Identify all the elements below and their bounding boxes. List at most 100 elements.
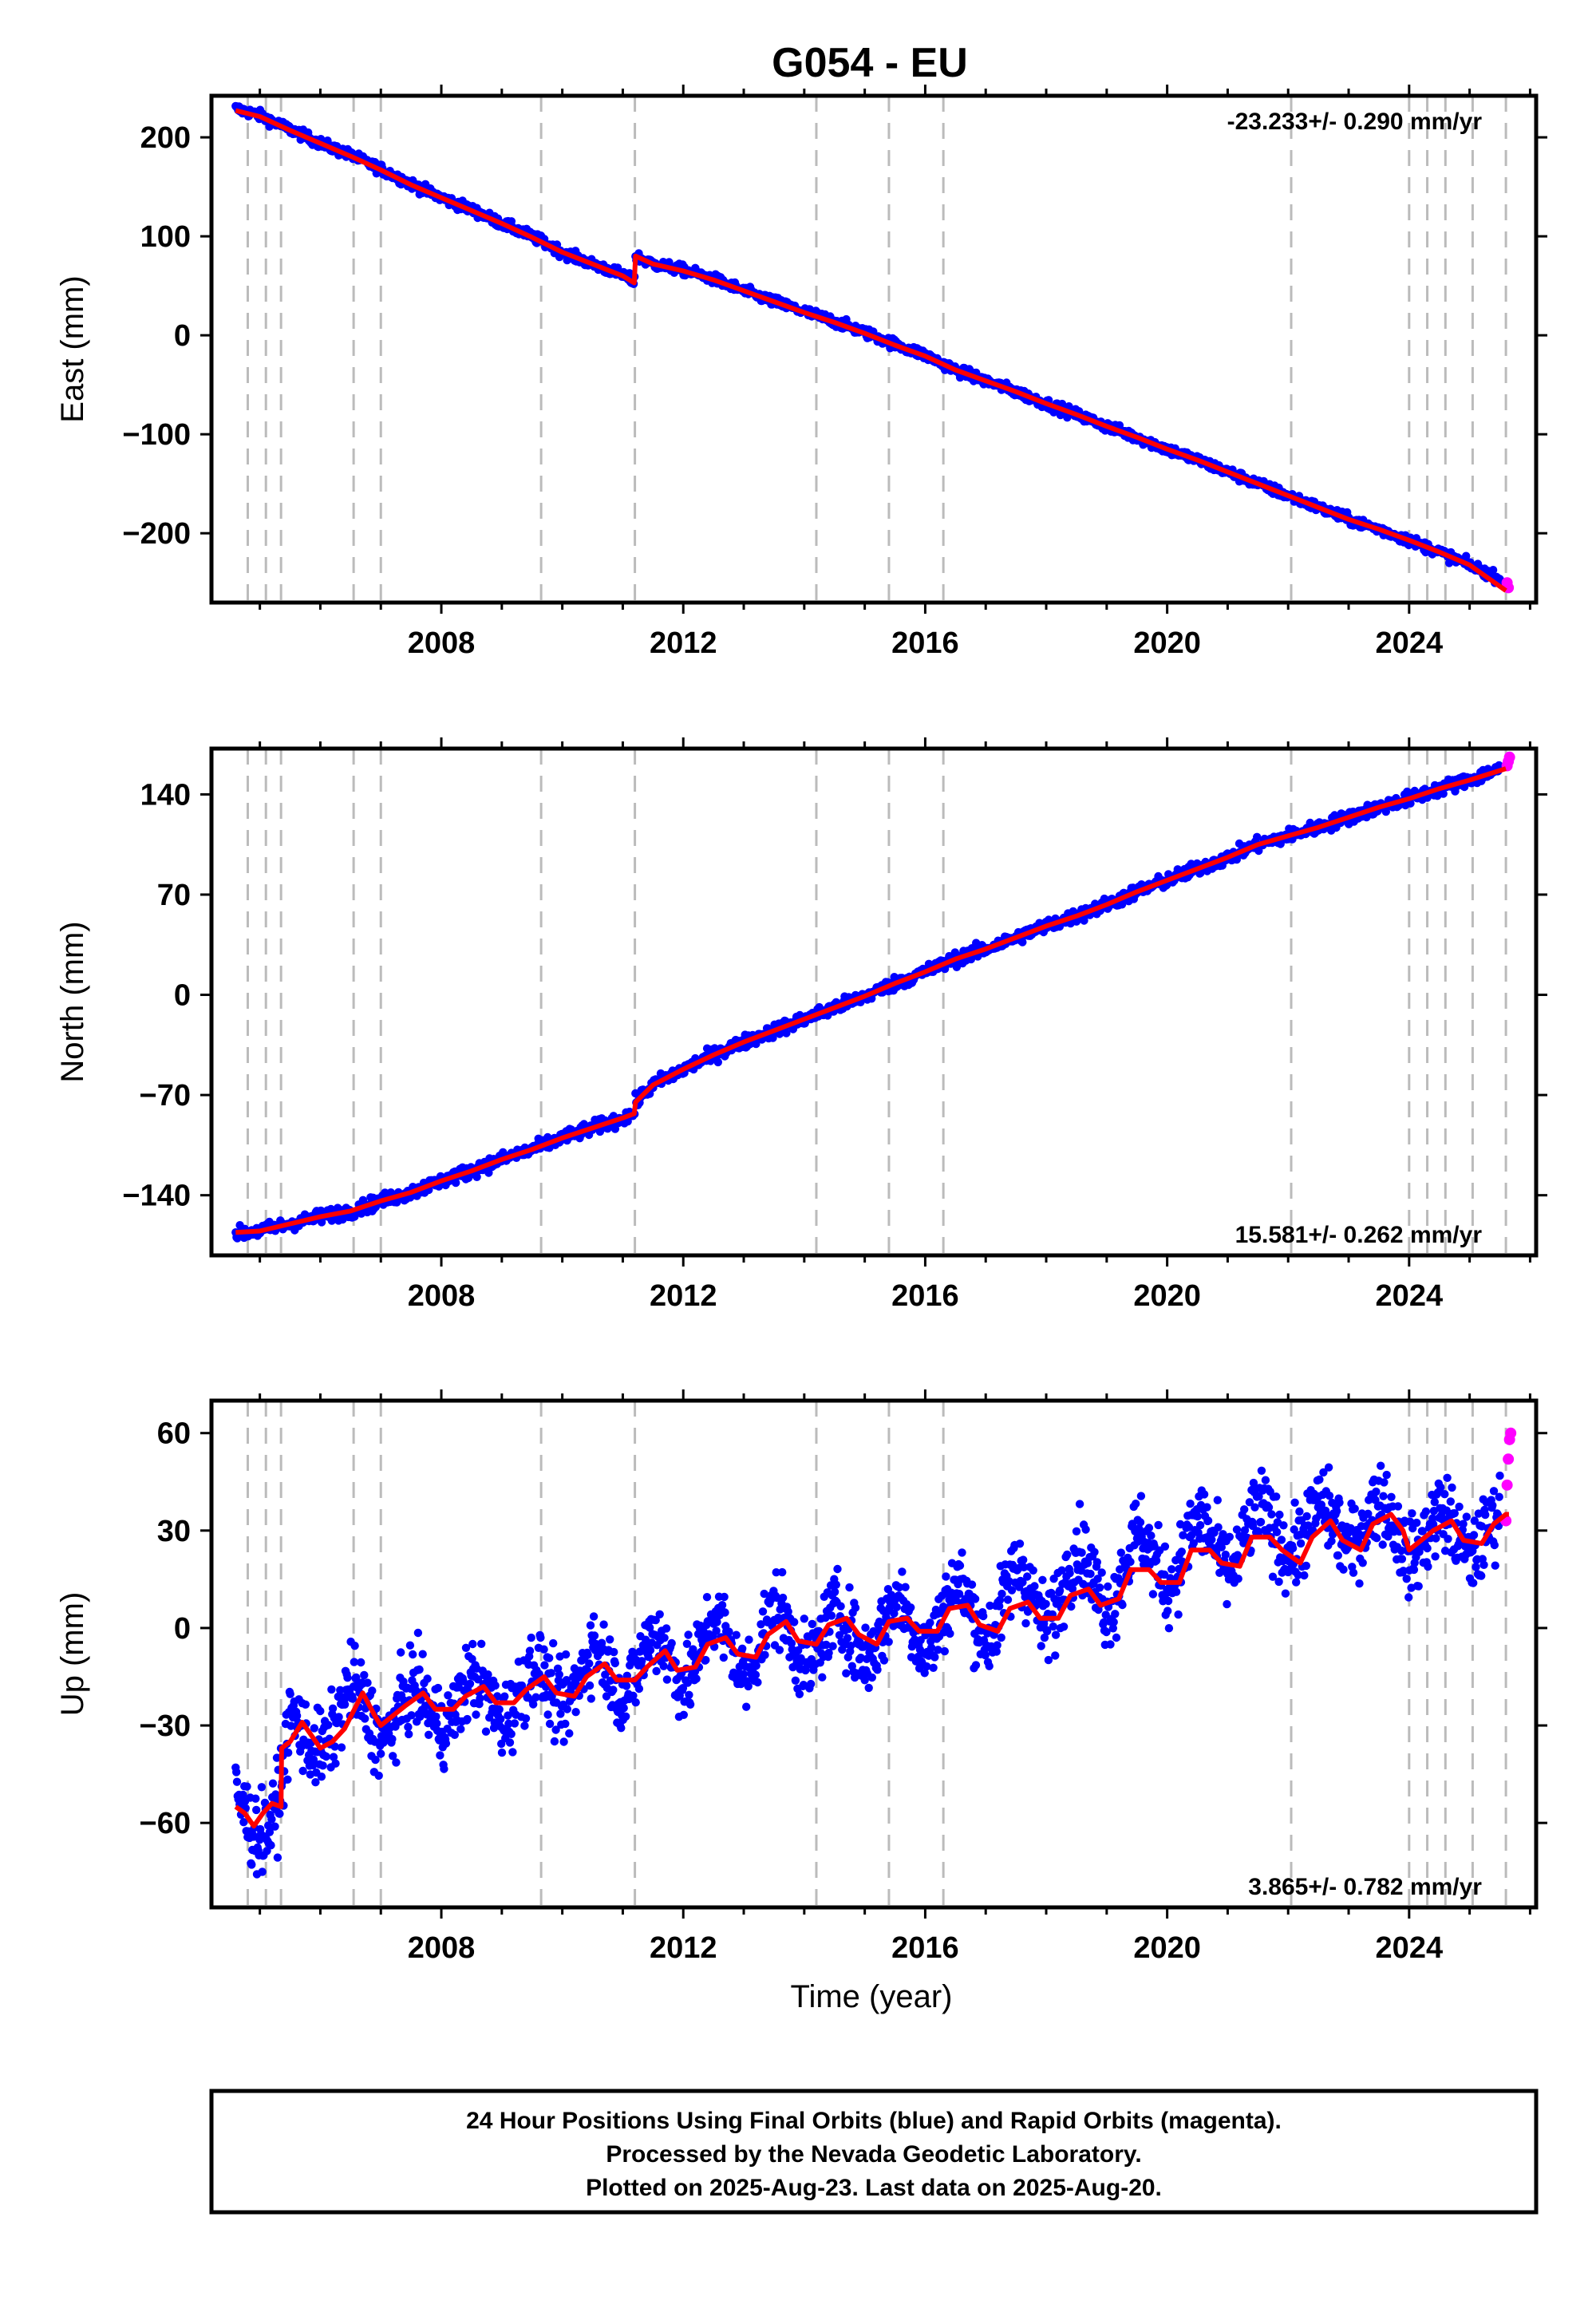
- final-orbit-point: [239, 1790, 247, 1800]
- final-orbit-point: [979, 1611, 988, 1621]
- final-orbit-point: [1171, 1555, 1180, 1565]
- final-orbit-point: [510, 1719, 519, 1728]
- final-orbit-point: [545, 1654, 554, 1662]
- final-orbit-point: [243, 1782, 251, 1791]
- final-orbit-point: [1051, 1630, 1061, 1639]
- final-orbit-point: [795, 1690, 804, 1698]
- final-orbit-point: [507, 1729, 516, 1738]
- final-orbit-point: [800, 1614, 808, 1623]
- final-orbit-point: [824, 1648, 833, 1658]
- final-orbit-point: [324, 1721, 333, 1729]
- final-orbit-point: [926, 1643, 936, 1652]
- final-orbit-point: [606, 1635, 614, 1644]
- final-orbit-point: [1409, 1565, 1419, 1575]
- final-orbit-point: [286, 1721, 295, 1730]
- final-orbit-point: [1207, 1535, 1216, 1544]
- final-orbit-point: [1350, 1504, 1359, 1513]
- final-orbit-point: [836, 1602, 845, 1611]
- final-orbit-point: [252, 1805, 261, 1815]
- y-tick-label: 70: [157, 879, 191, 912]
- final-orbit-point: [555, 1670, 563, 1679]
- final-orbit-point: [388, 1734, 397, 1744]
- final-orbit-point: [782, 1029, 791, 1037]
- final-orbit-point: [1296, 1539, 1306, 1548]
- final-orbit-point: [1147, 1531, 1156, 1540]
- final-orbit-point: [662, 1624, 671, 1633]
- final-orbit-point: [738, 1644, 747, 1653]
- final-orbit-point: [1294, 1571, 1302, 1579]
- final-orbit-point: [251, 1794, 260, 1803]
- final-orbit-point: [1040, 1633, 1049, 1642]
- final-orbit-point: [655, 1610, 664, 1619]
- final-orbit-point: [685, 1690, 693, 1699]
- final-orbit-point: [1177, 1547, 1187, 1556]
- final-orbit-point: [418, 1650, 427, 1658]
- final-orbit-point: [268, 1779, 278, 1788]
- final-orbit-point: [1290, 1498, 1299, 1508]
- final-orbit-point: [1335, 1498, 1344, 1508]
- final-orbit-point: [585, 1681, 595, 1690]
- final-orbit-point: [371, 1755, 380, 1765]
- final-orbit-point: [397, 1648, 405, 1657]
- final-orbit-point: [1272, 1528, 1282, 1537]
- final-orbit-point: [1072, 1527, 1081, 1536]
- final-orbit-point: [1132, 1500, 1140, 1508]
- y-tick-label: −70: [140, 1079, 191, 1113]
- x-tick-label: 2024: [1376, 626, 1444, 660]
- final-orbit-point: [890, 1609, 899, 1618]
- final-orbit-point: [760, 1650, 769, 1659]
- y-axis-label: East (mm): [55, 275, 90, 422]
- final-orbit-point: [830, 1587, 839, 1597]
- final-orbit-point: [646, 1623, 654, 1632]
- y-axis-label: North (mm): [55, 921, 90, 1082]
- final-orbit-point: [556, 1709, 565, 1718]
- final-orbit-point: [1019, 1555, 1028, 1564]
- final-orbit-point: [327, 1685, 336, 1694]
- final-orbit-point: [473, 1675, 483, 1684]
- rapid-orbit-point: [1503, 751, 1515, 763]
- final-orbit-point: [1339, 1565, 1348, 1574]
- final-orbit-point: [1349, 1568, 1358, 1577]
- plot-area: [231, 1401, 1517, 1907]
- final-orbit-point: [742, 1702, 751, 1711]
- y-tick-label: 100: [140, 220, 191, 254]
- final-orbit-point: [334, 1713, 343, 1721]
- final-orbit-point: [271, 1790, 280, 1799]
- final-orbit-point: [481, 1727, 491, 1736]
- final-orbit-point: [527, 1633, 535, 1642]
- plot-frame: [209, 93, 1539, 605]
- final-orbit-point: [267, 1815, 276, 1824]
- final-orbit-point: [1396, 1546, 1406, 1555]
- final-orbit-point: [565, 1729, 574, 1738]
- final-orbit-point: [273, 1853, 282, 1862]
- y-tick-label: 140: [140, 778, 191, 812]
- y-tick-label: 0: [174, 319, 191, 353]
- final-orbit-point: [1171, 1587, 1181, 1596]
- final-orbit-point: [1240, 1505, 1249, 1514]
- final-orbit-point: [1217, 1543, 1227, 1551]
- final-orbit-point: [1021, 1618, 1030, 1628]
- final-orbit-point: [992, 1647, 1001, 1656]
- final-orbit-point: [1325, 1492, 1334, 1500]
- final-orbit-point: [405, 1641, 415, 1650]
- final-orbit-point: [1159, 1570, 1169, 1579]
- final-orbit-point: [1097, 1568, 1106, 1577]
- final-orbit-point: [702, 1593, 712, 1602]
- final-orbit-point: [425, 1730, 433, 1739]
- final-orbit-point: [1254, 1492, 1263, 1501]
- final-orbit-point: [1203, 1516, 1213, 1525]
- final-orbit-point: [585, 1659, 594, 1668]
- final-orbit-point: [861, 1623, 870, 1632]
- final-orbit-point: [622, 1682, 631, 1690]
- final-orbit-point: [1109, 1618, 1118, 1626]
- final-orbit-point: [561, 1650, 571, 1659]
- final-orbit-point: [1302, 1512, 1311, 1521]
- final-orbit-point: [1371, 1496, 1380, 1504]
- final-orbit-point: [772, 1568, 780, 1577]
- final-orbit-point: [586, 1621, 595, 1630]
- final-orbit-point: [363, 1678, 372, 1687]
- final-orbit-point: [1068, 1584, 1077, 1594]
- final-orbit-point: [496, 1714, 505, 1724]
- final-orbit-point: [1234, 1575, 1242, 1583]
